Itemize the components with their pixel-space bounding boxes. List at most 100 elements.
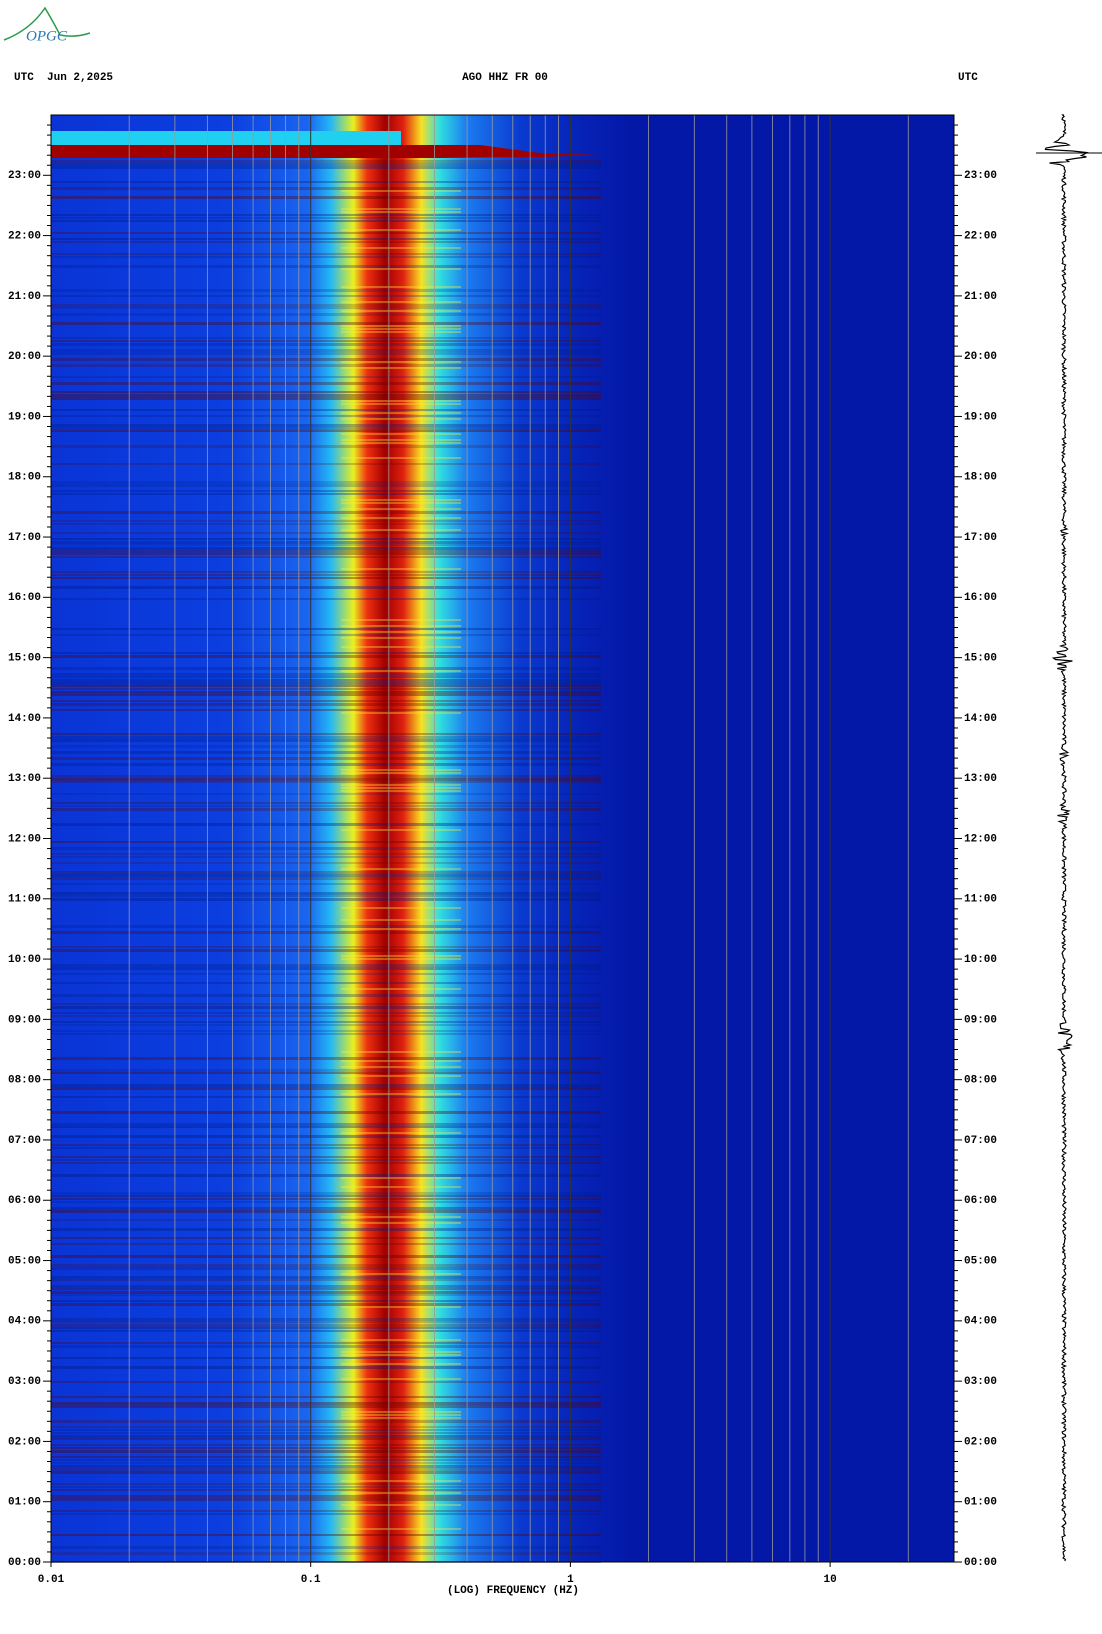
y-tick-label-right: 04:00 xyxy=(964,1316,997,1328)
streak xyxy=(51,673,601,676)
y-tick-label-right: 11:00 xyxy=(964,894,997,906)
y-tick-label: 10:00 xyxy=(8,954,41,966)
streak xyxy=(51,1465,601,1468)
streak xyxy=(341,1351,461,1353)
date-label: UTC Jun 2,2025 xyxy=(14,72,113,84)
streak xyxy=(51,1156,601,1158)
streak xyxy=(51,1357,601,1359)
streak xyxy=(341,190,461,192)
streak xyxy=(51,1435,601,1438)
streak xyxy=(51,571,601,573)
streak xyxy=(51,1534,601,1536)
streak xyxy=(341,919,461,921)
streak xyxy=(51,1264,601,1267)
streak xyxy=(341,568,461,570)
streak xyxy=(341,229,461,231)
streak xyxy=(341,988,461,990)
streak xyxy=(51,1033,601,1035)
streak xyxy=(51,187,601,190)
streak xyxy=(51,532,601,534)
streak xyxy=(51,856,601,858)
streak xyxy=(341,400,461,402)
streak xyxy=(51,1486,601,1488)
streak xyxy=(51,1438,601,1440)
streak xyxy=(341,433,461,435)
streak xyxy=(341,646,461,648)
streak xyxy=(51,166,601,169)
streak xyxy=(341,769,461,771)
y-tick-label-right: 07:00 xyxy=(964,1135,997,1147)
streak xyxy=(51,1267,601,1270)
streak xyxy=(51,1294,601,1296)
streak xyxy=(51,343,601,346)
y-tick-label-right: 17:00 xyxy=(964,532,997,544)
streak xyxy=(51,1012,601,1014)
streak xyxy=(51,364,601,367)
streak xyxy=(51,1345,601,1348)
streak xyxy=(341,1051,461,1053)
streak xyxy=(341,418,461,420)
y-tick-label: 02:00 xyxy=(8,1436,41,1448)
y-tick-label: 08:00 xyxy=(8,1075,41,1087)
streak xyxy=(51,1300,601,1302)
streak xyxy=(341,625,461,627)
streak xyxy=(51,1021,601,1023)
streak xyxy=(51,1471,601,1474)
streak xyxy=(51,931,601,934)
y-tick-label: 20:00 xyxy=(8,351,41,363)
streak xyxy=(51,523,601,525)
streak xyxy=(51,349,601,352)
streak xyxy=(51,1366,601,1369)
y-tick-label: 11:00 xyxy=(8,894,41,906)
streak xyxy=(51,1072,601,1074)
streak xyxy=(51,382,601,385)
streak xyxy=(51,1243,601,1245)
streak xyxy=(341,712,461,714)
y-tick-label-right: 06:00 xyxy=(964,1195,997,1207)
streak xyxy=(51,793,601,795)
streak xyxy=(51,307,601,309)
streak xyxy=(341,1060,461,1062)
streak xyxy=(51,1087,601,1090)
y-tick-label-right: 16:00 xyxy=(964,592,997,604)
streak xyxy=(51,694,601,696)
streak xyxy=(51,214,601,216)
y-tick-label: 16:00 xyxy=(8,592,41,604)
y-tick-label-right: 09:00 xyxy=(964,1014,997,1026)
y-tick-label-right: 20:00 xyxy=(964,351,997,363)
right-label: UTC xyxy=(958,72,978,84)
y-tick-label-right: 22:00 xyxy=(964,230,997,242)
streak xyxy=(51,1276,601,1279)
streak xyxy=(51,676,601,678)
streak xyxy=(51,304,601,307)
streak xyxy=(51,241,601,243)
streak xyxy=(51,445,601,448)
y-tick-label-right: 12:00 xyxy=(964,833,997,845)
streak xyxy=(51,883,601,885)
y-tick-label-right: 18:00 xyxy=(964,472,997,484)
streak xyxy=(51,484,601,487)
streak xyxy=(51,1123,601,1126)
streak xyxy=(51,397,601,400)
streak xyxy=(51,1462,601,1464)
streak xyxy=(51,1198,601,1200)
streak xyxy=(341,1492,461,1494)
streak xyxy=(51,1495,601,1498)
streak xyxy=(51,427,601,430)
streak xyxy=(51,703,601,706)
streak xyxy=(51,1429,601,1431)
streak xyxy=(51,982,601,984)
streak xyxy=(341,868,461,870)
y-tick-label-right: 10:00 xyxy=(964,954,997,966)
x-tick-label: 0.1 xyxy=(301,1574,321,1586)
streak xyxy=(51,196,601,199)
streak xyxy=(51,322,601,325)
streak xyxy=(341,1093,461,1095)
streak xyxy=(341,1480,461,1482)
streak xyxy=(51,1210,601,1213)
streak xyxy=(51,1219,601,1221)
streak xyxy=(51,1174,601,1177)
y-tick-label-right: 08:00 xyxy=(964,1075,997,1087)
streak xyxy=(341,499,461,501)
streak xyxy=(51,289,601,292)
